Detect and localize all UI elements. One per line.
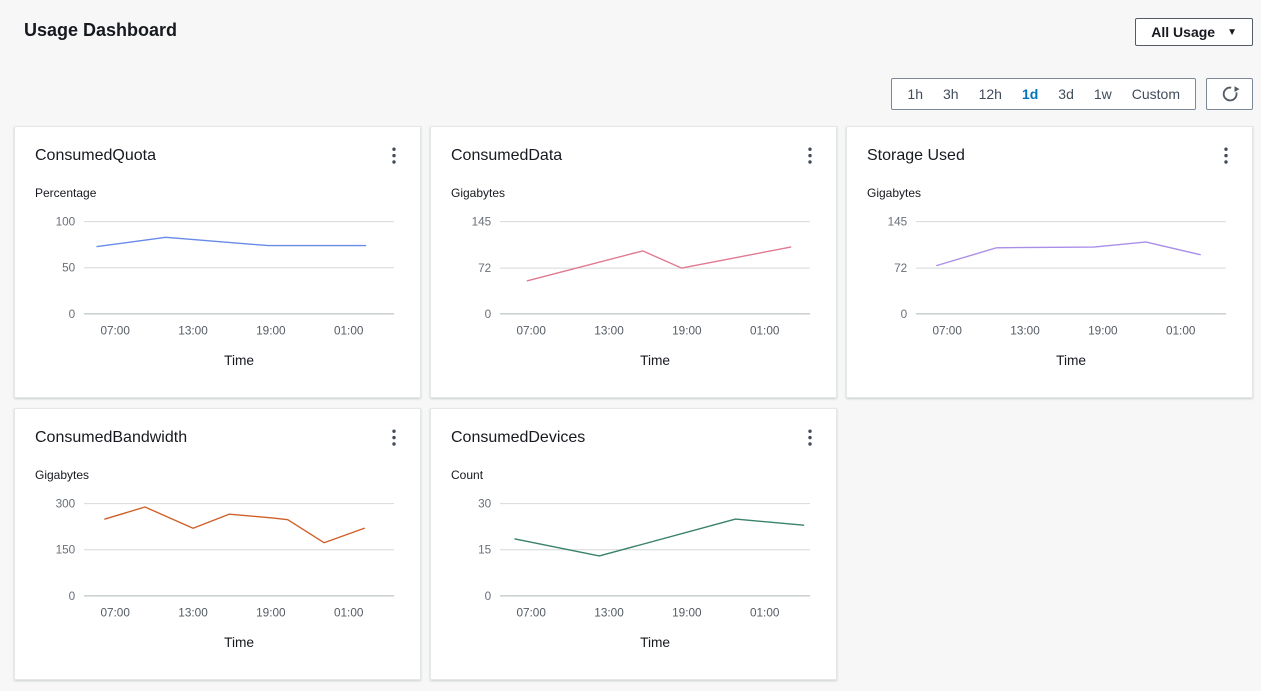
x-tick-label: 19:00: [256, 324, 286, 337]
x-tick-label: 07:00: [100, 606, 130, 619]
x-tick-label: 01:00: [334, 324, 364, 337]
y-tick-label: 150: [56, 544, 76, 557]
y-tick-label: 145: [472, 216, 492, 229]
chart-card-header: Storage Used: [867, 141, 1232, 171]
x-axis-title: Time: [224, 635, 254, 650]
line-chart: 0 15 30 07:00 13:00 19:00 01:00 Time: [478, 498, 811, 650]
time-range-1d[interactable]: 1d: [1012, 79, 1048, 109]
x-tick-label: 13:00: [178, 606, 208, 619]
chart-card-consumeddevices: ConsumedDevices Count 0 15 30 07:00 13:00 19:…: [430, 408, 837, 680]
kebab-menu-button[interactable]: [804, 141, 816, 171]
all-usage-dropdown-label: All Usage: [1151, 24, 1216, 40]
kebab-icon: [392, 429, 396, 446]
time-range-12h[interactable]: 12h: [969, 79, 1012, 109]
time-range-custom[interactable]: Custom: [1122, 79, 1190, 109]
x-axis-title: Time: [640, 353, 670, 368]
x-tick-label: 07:00: [100, 324, 130, 337]
y-tick-label: 0: [69, 308, 76, 321]
line-chart: 0 72 145 07:00 13:00 19:00 01:00 Time: [888, 216, 1227, 368]
x-tick-label: 01:00: [334, 606, 364, 619]
time-range-3h[interactable]: 3h: [933, 79, 969, 109]
refresh-icon: [1222, 86, 1240, 102]
kebab-menu-button[interactable]: [1220, 141, 1232, 171]
x-tick-label: 07:00: [516, 606, 546, 619]
y-tick-label: 15: [478, 544, 492, 557]
chart-title: Storage Used: [867, 147, 965, 164]
y-tick-label: 50: [62, 262, 76, 275]
chart-title: ConsumedDevices: [451, 429, 586, 446]
kebab-icon: [392, 147, 396, 164]
kebab-icon: [808, 429, 812, 446]
chart-unit-label: Percentage: [35, 186, 97, 200]
chart-title: ConsumedBandwidth: [35, 429, 188, 446]
line-chart: 0 50 100 07:00 13:00 19:00 01:00 Time: [56, 216, 395, 368]
chart-unit-label: Gigabytes: [35, 468, 90, 482]
chart-unit-label: Count: [451, 468, 484, 482]
time-range-3d[interactable]: 3d: [1048, 79, 1084, 109]
x-tick-label: 19:00: [672, 324, 702, 337]
page-header: Usage Dashboard All Usage ▼: [0, 0, 1261, 52]
chart-unit-label: Gigabytes: [867, 186, 922, 200]
chart-line: [514, 518, 805, 557]
chart-line: [104, 506, 365, 544]
x-tick-label: 01:00: [750, 606, 780, 619]
time-range-1w[interactable]: 1w: [1084, 79, 1122, 109]
line-chart: 0 150 300 07:00 13:00 19:00 01:00 Time: [56, 498, 395, 650]
kebab-icon: [808, 147, 812, 164]
chart-unit-label: Gigabytes: [451, 186, 506, 200]
x-tick-label: 07:00: [932, 324, 962, 337]
chart-card-consumedquota: ConsumedQuota Percentage 0 50 100 07:00 13:0…: [14, 126, 421, 398]
kebab-menu-button[interactable]: [804, 423, 816, 453]
chart-line: [936, 241, 1201, 267]
x-tick-label: 19:00: [256, 606, 286, 619]
chevron-down-icon: ▼: [1227, 26, 1237, 38]
y-tick-label: 0: [901, 308, 908, 321]
x-tick-label: 13:00: [594, 324, 624, 337]
time-range-group: 1h 3h 12h 1d 3d 1w Custom: [891, 78, 1196, 110]
kebab-menu-button[interactable]: [388, 423, 400, 453]
x-axis-title: Time: [224, 353, 254, 368]
toolbar: 1h 3h 12h 1d 3d 1w Custom: [0, 52, 1261, 126]
charts-grid: ConsumedQuota Percentage 0 50 100 07:00 13:0…: [0, 126, 1261, 682]
chart-card-storage-used: Storage Used Gigabytes 0 72 145 07:00 13:00 1…: [846, 126, 1253, 398]
kebab-menu-button[interactable]: [388, 141, 400, 171]
x-tick-label: 19:00: [1088, 324, 1118, 337]
y-tick-label: 0: [485, 590, 492, 603]
y-tick-label: 100: [56, 216, 76, 229]
line-chart: 0 72 145 07:00 13:00 19:00 01:00 Time: [472, 216, 811, 368]
x-tick-label: 07:00: [516, 324, 546, 337]
chart-card-header: ConsumedBandwidth: [35, 423, 400, 453]
y-tick-label: 72: [894, 262, 907, 275]
y-tick-label: 0: [485, 308, 492, 321]
x-tick-label: 01:00: [1166, 324, 1196, 337]
refresh-button[interactable]: [1206, 78, 1253, 110]
all-usage-dropdown[interactable]: All Usage ▼: [1135, 18, 1253, 46]
chart-card-consumeddata: ConsumedData Gigabytes 0 72 145 07:00 13:00 1…: [430, 126, 837, 398]
time-range-1h[interactable]: 1h: [897, 79, 933, 109]
chart-card-header: ConsumedDevices: [451, 423, 816, 453]
chart-card-header: ConsumedData: [451, 141, 816, 171]
y-tick-label: 72: [478, 262, 491, 275]
chart-card-header: ConsumedQuota: [35, 141, 400, 171]
x-tick-label: 13:00: [178, 324, 208, 337]
x-tick-label: 19:00: [672, 606, 702, 619]
x-axis-title: Time: [1056, 353, 1086, 368]
y-tick-label: 145: [888, 216, 908, 229]
x-tick-label: 13:00: [594, 606, 624, 619]
chart-line: [96, 236, 367, 248]
y-tick-label: 30: [478, 498, 492, 511]
y-tick-label: 0: [69, 590, 76, 603]
x-tick-label: 13:00: [1010, 324, 1040, 337]
chart-line: [526, 246, 792, 282]
chart-card-consumedbandwidth: ConsumedBandwidth Gigabytes 0 150 300 07:00…: [14, 408, 421, 680]
y-tick-label: 300: [56, 498, 76, 511]
page-title: Usage Dashboard: [24, 20, 178, 40]
x-tick-label: 01:00: [750, 324, 780, 337]
chart-title: ConsumedQuota: [35, 147, 156, 164]
kebab-icon: [1224, 147, 1228, 164]
x-axis-title: Time: [640, 635, 670, 650]
chart-title: ConsumedData: [451, 147, 563, 164]
